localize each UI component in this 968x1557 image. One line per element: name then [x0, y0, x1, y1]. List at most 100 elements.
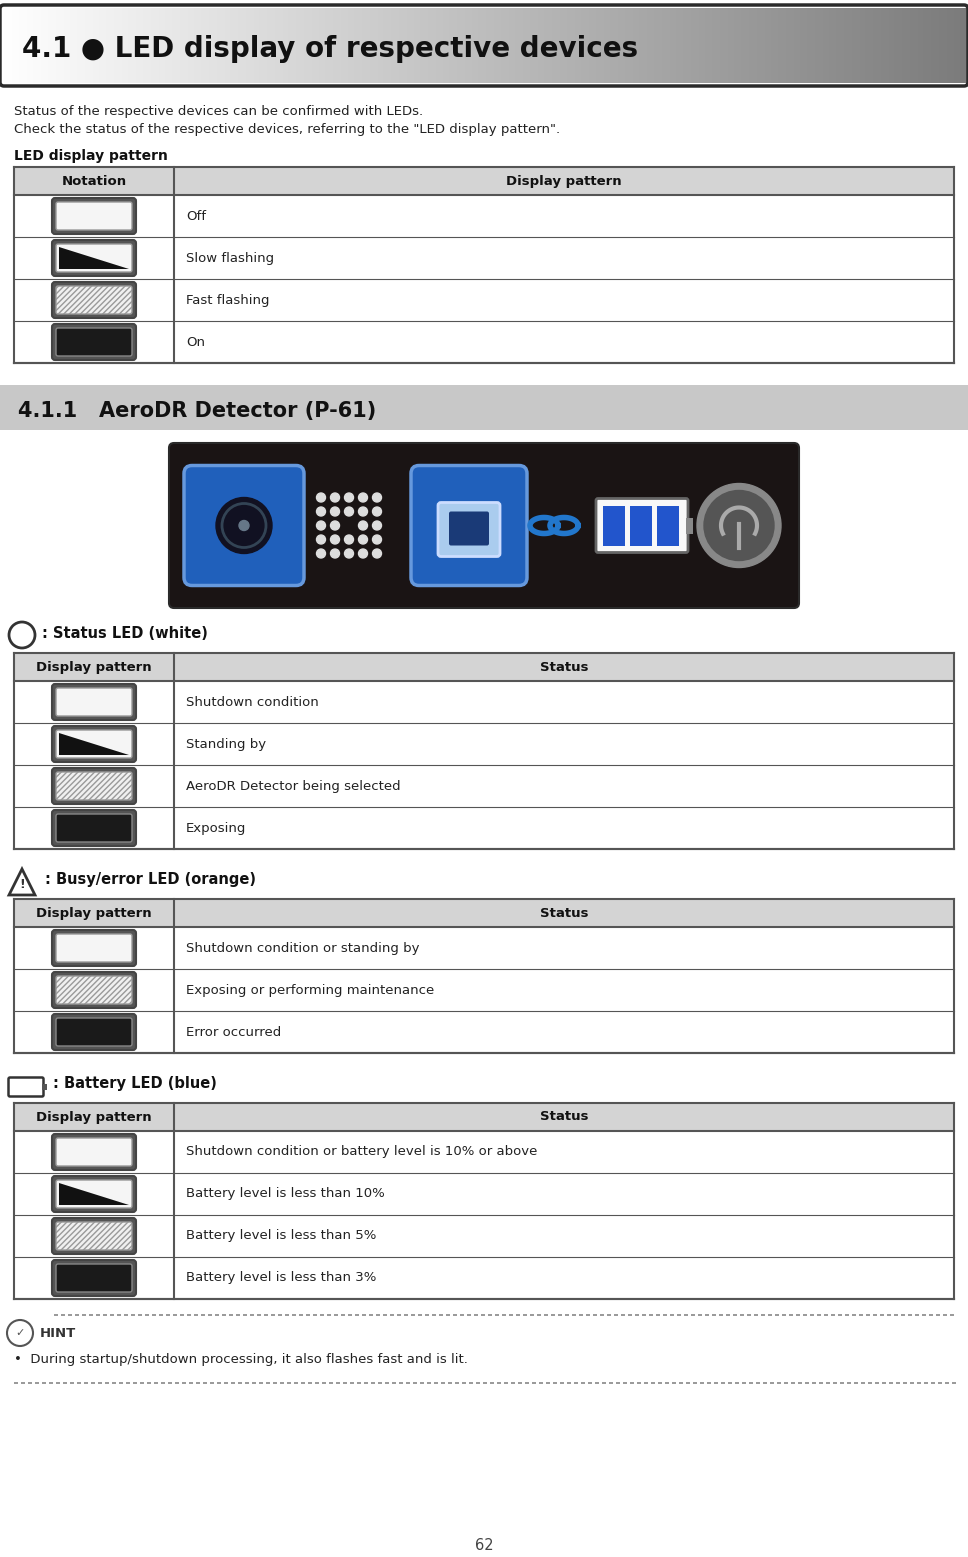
Bar [27, 8, 30, 83]
Bar [641, 8, 644, 83]
Bar [116, 8, 119, 83]
Bar [680, 8, 682, 83]
Bar [817, 8, 820, 83]
Bar [134, 8, 136, 83]
Bar [757, 8, 760, 83]
Circle shape [345, 550, 353, 557]
Bar [707, 8, 710, 83]
Bar [747, 8, 750, 83]
Bar [676, 8, 679, 83]
Bar [343, 8, 346, 83]
FancyBboxPatch shape [52, 810, 136, 845]
Bar [863, 8, 866, 83]
Bar [941, 8, 944, 83]
Bar [352, 8, 355, 83]
Bar [93, 8, 96, 83]
Bar [494, 8, 497, 83]
Bar [89, 8, 92, 83]
Text: HINT: HINT [40, 1327, 76, 1341]
Bar [6, 8, 9, 83]
Bar [558, 8, 560, 83]
Bar [438, 8, 440, 83]
Bar [645, 8, 648, 83]
Bar [918, 8, 921, 83]
Bar [319, 8, 322, 83]
FancyBboxPatch shape [52, 240, 136, 276]
Bar [110, 8, 113, 83]
FancyBboxPatch shape [52, 1218, 136, 1253]
Bar [656, 8, 659, 83]
Circle shape [704, 490, 774, 561]
Bar [657, 506, 679, 545]
Bar [507, 8, 510, 83]
Bar [455, 8, 458, 83]
Bar [513, 8, 516, 83]
Bar [300, 8, 303, 83]
Bar [153, 8, 156, 83]
Bar [765, 8, 768, 83]
Bar [60, 8, 63, 83]
FancyBboxPatch shape [52, 684, 136, 719]
Bar [596, 8, 599, 83]
Bar [70, 8, 73, 83]
FancyBboxPatch shape [184, 466, 304, 585]
Bar [17, 8, 20, 83]
Bar [87, 8, 90, 83]
Bar [46, 8, 49, 83]
Bar [693, 8, 696, 83]
Bar [79, 8, 82, 83]
Bar [538, 8, 541, 83]
Bar [740, 8, 742, 83]
Bar [397, 8, 400, 83]
Bar [219, 8, 222, 83]
Bar [503, 8, 506, 83]
Bar [724, 8, 727, 83]
Bar [209, 8, 212, 83]
Bar [498, 8, 500, 83]
Bar [581, 8, 584, 83]
Bar [469, 8, 471, 83]
Bar [842, 8, 845, 83]
Bar [534, 8, 537, 83]
FancyBboxPatch shape [52, 726, 136, 761]
Circle shape [358, 494, 368, 501]
Circle shape [345, 508, 353, 515]
Bar [604, 8, 607, 83]
Bar [939, 8, 942, 83]
Bar [563, 8, 566, 83]
Bar [674, 8, 677, 83]
Bar [472, 8, 475, 83]
Text: •  During startup/shutdown processing, it also flashes fast and is lit.: • During startup/shutdown processing, it… [14, 1353, 468, 1365]
Bar [846, 8, 849, 83]
Bar [546, 8, 549, 83]
Circle shape [330, 508, 340, 515]
Bar [230, 8, 233, 83]
FancyBboxPatch shape [52, 1176, 136, 1211]
Bar [120, 8, 123, 83]
Bar [916, 8, 919, 83]
Bar [745, 8, 748, 83]
Bar [141, 8, 144, 83]
Bar [832, 8, 835, 83]
Bar [923, 8, 926, 83]
Bar [521, 8, 524, 83]
Bar [159, 8, 162, 83]
Text: Fast flashing: Fast flashing [186, 294, 269, 307]
Bar [718, 8, 721, 83]
Bar [761, 8, 764, 83]
Bar [755, 8, 758, 83]
Bar [105, 8, 107, 83]
Bar [862, 8, 864, 83]
Bar [451, 8, 454, 83]
Bar [829, 8, 832, 83]
Bar [103, 8, 106, 83]
Circle shape [358, 522, 368, 529]
Bar [203, 8, 206, 83]
Bar [290, 8, 293, 83]
Circle shape [358, 550, 368, 557]
Bar [637, 8, 640, 83]
Text: Off: Off [186, 210, 206, 223]
Bar [879, 8, 882, 83]
Bar [126, 8, 129, 83]
Text: 62: 62 [474, 1537, 494, 1552]
